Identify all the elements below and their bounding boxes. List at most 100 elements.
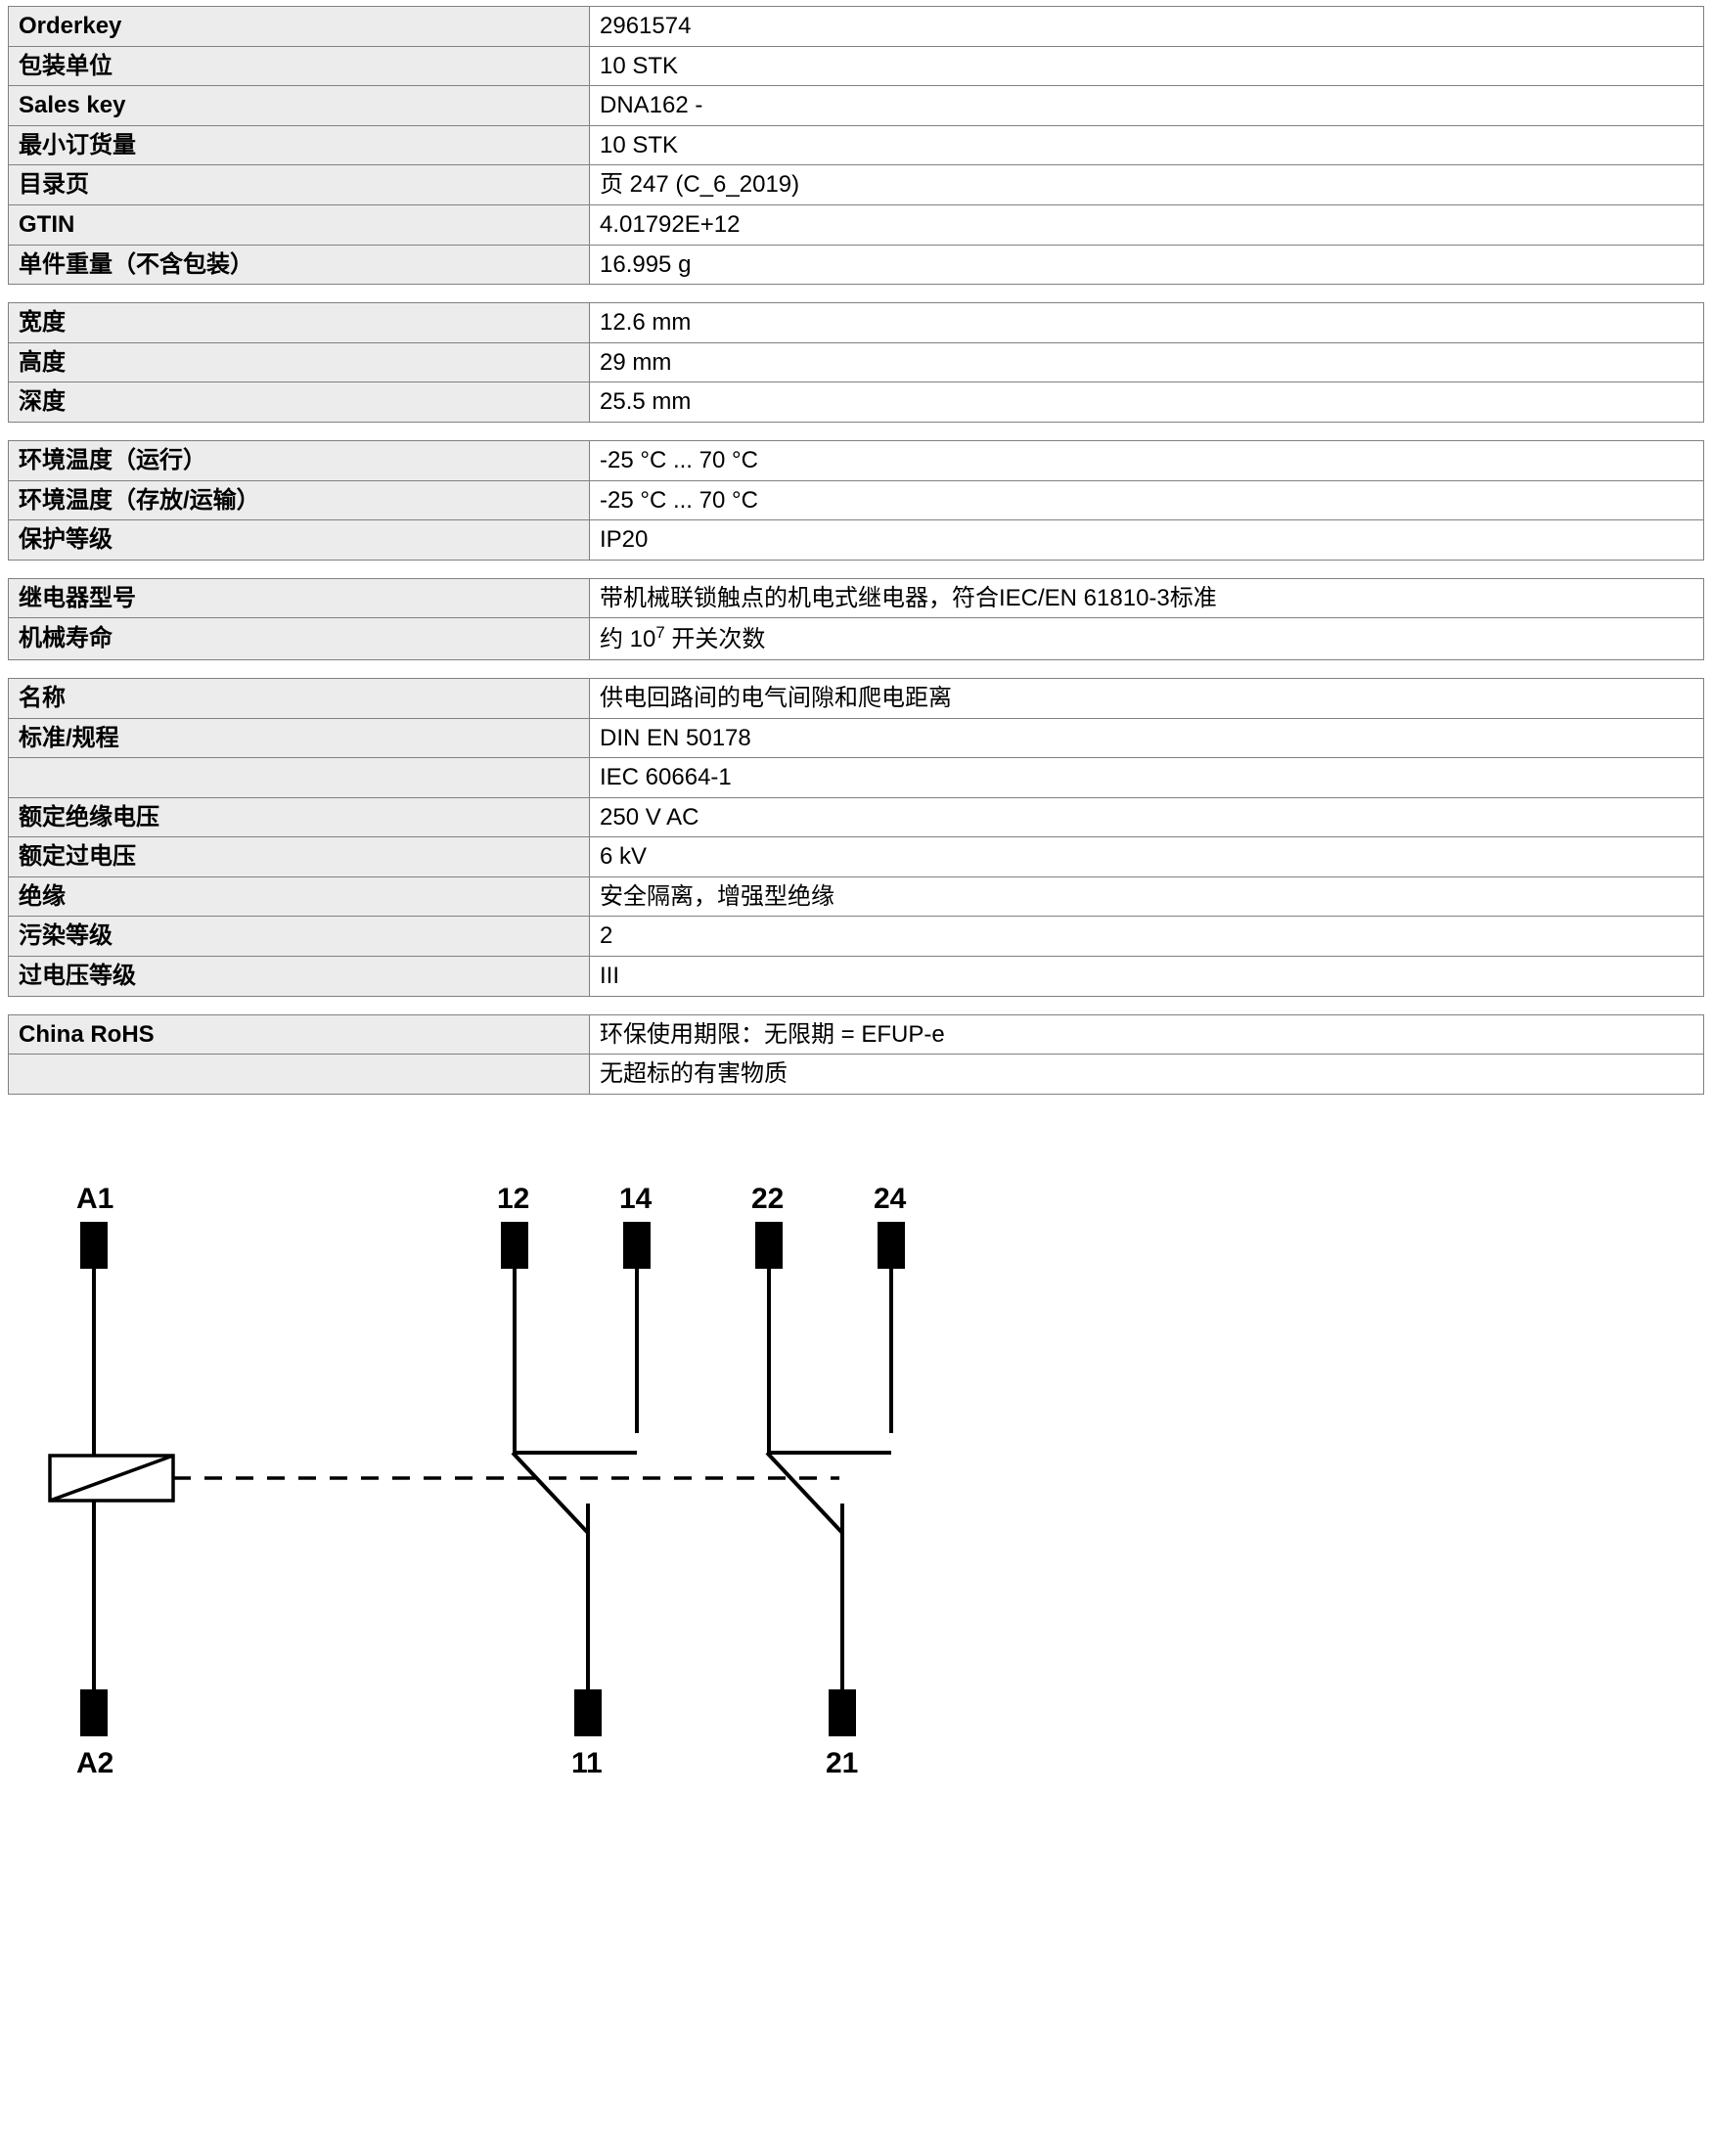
table-value-cell: 无超标的有害物质 <box>590 1055 1704 1095</box>
label-24: 24 <box>874 1183 907 1215</box>
table-row: 包装单位10 STK <box>9 46 1704 86</box>
pad-12 <box>501 1222 528 1269</box>
table-row: 环境温度（运行）-25 °C ... 70 °C <box>9 440 1704 480</box>
table-key-cell: 机械寿命 <box>9 618 590 660</box>
table-value-cell: 页 247 (C_6_2019) <box>590 165 1704 205</box>
table-value-cell: 25.5 mm <box>590 382 1704 423</box>
table-key-cell: 污染等级 <box>9 917 590 957</box>
table-row: 继电器型号带机械联锁触点的机电式继电器，符合IEC/EN 61810-3标准 <box>9 578 1704 618</box>
table-row: 额定绝缘电压250 V AC <box>9 797 1704 837</box>
pad-11 <box>574 1689 602 1736</box>
table-row: Orderkey2961574 <box>9 7 1704 47</box>
table-row: 最小订货量10 STK <box>9 125 1704 165</box>
contact-arm-1 <box>513 1453 588 1533</box>
table-row: GTIN4.01792E+12 <box>9 204 1704 245</box>
pad-14 <box>623 1222 651 1269</box>
table-row: 目录页页 247 (C_6_2019) <box>9 165 1704 205</box>
circuit-diagram: A1 12 14 22 24 <box>8 1112 1704 1792</box>
table-row: 污染等级2 <box>9 917 1704 957</box>
table-key-cell: 继电器型号 <box>9 578 590 618</box>
table-key-cell: 单件重量（不含包装） <box>9 245 590 285</box>
table-row: 无超标的有害物质 <box>9 1055 1704 1095</box>
table-row: 过电压等级III <box>9 957 1704 997</box>
table-value-cell: 10 STK <box>590 125 1704 165</box>
table-value-cell: 环保使用期限：无限期 = EFUP-e <box>590 1014 1704 1055</box>
table-key-cell: 名称 <box>9 678 590 718</box>
contact-arm-2 <box>767 1453 842 1533</box>
table-key-cell: 最小订货量 <box>9 125 590 165</box>
table-value-cell: -25 °C ... 70 °C <box>590 480 1704 520</box>
table-key-cell: GTIN <box>9 204 590 245</box>
table-value-cell: 4.01792E+12 <box>590 204 1704 245</box>
dimensions-table: 宽度12.6 mm高度29 mm深度25.5 mm <box>8 302 1704 423</box>
table-key-cell: 深度 <box>9 382 590 423</box>
table-value-cell: 250 V AC <box>590 797 1704 837</box>
table-key-cell <box>9 1055 590 1095</box>
table-row: 单件重量（不含包装）16.995 g <box>9 245 1704 285</box>
table-key-cell: 包装单位 <box>9 46 590 86</box>
table-row: 标准/规程DIN EN 50178 <box>9 718 1704 758</box>
table-key-cell: 宽度 <box>9 303 590 343</box>
table-row: 深度25.5 mm <box>9 382 1704 423</box>
table-value-cell: 2 <box>590 917 1704 957</box>
label-11: 11 <box>571 1747 603 1779</box>
table-key-cell <box>9 758 590 798</box>
pad-a2 <box>80 1689 108 1736</box>
table-key-cell: 额定过电压 <box>9 837 590 877</box>
table-value-cell: 12.6 mm <box>590 303 1704 343</box>
label-21: 21 <box>826 1747 858 1779</box>
label-a1: A1 <box>76 1183 113 1215</box>
table-row: China RoHS环保使用期限：无限期 = EFUP-e <box>9 1014 1704 1055</box>
table-row: 机械寿命约 107 开关次数 <box>9 618 1704 660</box>
table-row: 保护等级IP20 <box>9 520 1704 561</box>
label-12: 12 <box>497 1183 529 1215</box>
table-value-cell: DNA162 - <box>590 86 1704 126</box>
label-a2: A2 <box>76 1747 113 1779</box>
pad-a1 <box>80 1222 108 1269</box>
table-value-cell: 10 STK <box>590 46 1704 86</box>
table-key-cell: 标准/规程 <box>9 718 590 758</box>
table-key-cell: 环境温度（存放/运输） <box>9 480 590 520</box>
table-value-cell: -25 °C ... 70 °C <box>590 440 1704 480</box>
table-key-cell: 额定绝缘电压 <box>9 797 590 837</box>
table-value-cell: 16.995 g <box>590 245 1704 285</box>
table-key-cell: 高度 <box>9 342 590 382</box>
table-row: 宽度12.6 mm <box>9 303 1704 343</box>
pad-24 <box>878 1222 905 1269</box>
table-row: IEC 60664-1 <box>9 758 1704 798</box>
ambient-table: 环境温度（运行）-25 °C ... 70 °C环境温度（存放/运输）-25 °… <box>8 440 1704 561</box>
table-row: Sales keyDNA162 - <box>9 86 1704 126</box>
table-key-cell: China RoHS <box>9 1014 590 1055</box>
rohs-table: China RoHS环保使用期限：无限期 = EFUP-e无超标的有害物质 <box>8 1014 1704 1095</box>
table-value-cell: 29 mm <box>590 342 1704 382</box>
table-row: 高度29 mm <box>9 342 1704 382</box>
table-value-cell: 安全隔离，增强型绝缘 <box>590 876 1704 917</box>
table-key-cell: 保护等级 <box>9 520 590 561</box>
table-key-cell: Orderkey <box>9 7 590 47</box>
label-22: 22 <box>751 1183 784 1215</box>
pad-22 <box>755 1222 783 1269</box>
table-key-cell: 环境温度（运行） <box>9 440 590 480</box>
table-value-cell: 2961574 <box>590 7 1704 47</box>
table-key-cell: 目录页 <box>9 165 590 205</box>
table-row: 环境温度（存放/运输）-25 °C ... 70 °C <box>9 480 1704 520</box>
table-row: 名称供电回路间的电气间隙和爬电距离 <box>9 678 1704 718</box>
label-14: 14 <box>619 1183 653 1215</box>
table-value-cell: III <box>590 957 1704 997</box>
table-value-cell: IEC 60664-1 <box>590 758 1704 798</box>
table-value-cell: DIN EN 50178 <box>590 718 1704 758</box>
table-key-cell: Sales key <box>9 86 590 126</box>
table-key-cell: 绝缘 <box>9 876 590 917</box>
insulation-table: 名称供电回路间的电气间隙和爬电距离标准/规程DIN EN 50178IEC 60… <box>8 678 1704 997</box>
table-row: 绝缘安全隔离，增强型绝缘 <box>9 876 1704 917</box>
table-row: 额定过电压6 kV <box>9 837 1704 877</box>
table-key-cell: 过电压等级 <box>9 957 590 997</box>
pad-21 <box>829 1689 856 1736</box>
table-value-cell: IP20 <box>590 520 1704 561</box>
relay-table: 继电器型号带机械联锁触点的机电式继电器，符合IEC/EN 61810-3标准机械… <box>8 578 1704 660</box>
table-value-cell: 带机械联锁触点的机电式继电器，符合IEC/EN 61810-3标准 <box>590 578 1704 618</box>
table-value-cell: 供电回路间的电气间隙和爬电距离 <box>590 678 1704 718</box>
table-value-cell: 6 kV <box>590 837 1704 877</box>
general-table: Orderkey2961574包装单位10 STKSales keyDNA162… <box>8 6 1704 285</box>
table-value-cell: 约 107 开关次数 <box>590 618 1704 660</box>
